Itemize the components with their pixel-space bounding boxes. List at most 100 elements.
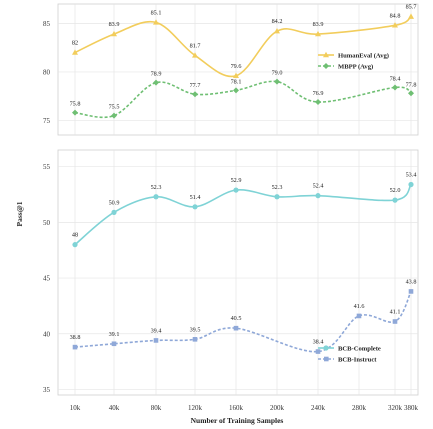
data-point <box>315 349 321 354</box>
x-tick-label: 240k <box>311 404 326 412</box>
data-point <box>111 30 117 37</box>
x-axis-title: Number of Training Samples <box>191 416 284 425</box>
data-label: 52.0 <box>390 187 401 194</box>
data-point <box>233 87 239 94</box>
data-point <box>274 78 280 85</box>
data-label: 48 <box>72 232 78 239</box>
data-label: 78.4 <box>390 75 401 82</box>
data-point <box>111 341 117 347</box>
plot-frame <box>57 3 419 136</box>
data-point <box>392 22 398 28</box>
data-label: 81.7 <box>190 42 201 49</box>
data-label: 75.8 <box>70 101 81 108</box>
data-label: 85.7 <box>406 4 417 11</box>
data-label: 83.9 <box>313 21 324 28</box>
data-label: 41.1 <box>390 309 401 316</box>
y-tick-label: 75 <box>43 117 51 125</box>
data-point <box>192 91 198 98</box>
data-label: 52.9 <box>231 177 242 184</box>
data-label: 52.4 <box>313 183 324 190</box>
x-tick-label: 10k <box>70 404 81 412</box>
data-point <box>153 338 159 343</box>
data-label: 43.8 <box>406 278 417 285</box>
data-point <box>315 193 321 199</box>
data-label: 76.9 <box>313 90 324 97</box>
legend-label: HumanEval (Avg) <box>338 52 389 59</box>
x-tick-label: 280k <box>352 404 367 412</box>
legend-label: MBPP (Avg) <box>338 63 373 70</box>
chart-panel-1: 75 80 85 82 83.9 85.1 81.7 79.6 84.2 83.9 84.8 85.7… <box>43 3 419 136</box>
data-point <box>72 344 78 350</box>
x-tick-label: 200k <box>270 404 285 412</box>
data-point <box>408 13 414 19</box>
data-point <box>408 289 414 294</box>
x-tick-label: 40k <box>109 404 120 412</box>
legend-marker <box>323 345 329 351</box>
legend: BCB-Complete BCB-Instruct <box>318 345 381 363</box>
data-label: 52.3 <box>151 184 162 191</box>
data-point <box>72 49 78 55</box>
legend-marker <box>323 63 329 69</box>
legend-label: BCB-Complete <box>338 345 381 352</box>
data-label: 84.2 <box>272 18 283 25</box>
data-label: 78.9 <box>151 71 162 78</box>
data-label: 39.1 <box>109 331 120 338</box>
data-label: 85.1 <box>151 9 162 16</box>
data-point <box>274 27 280 34</box>
data-point <box>72 109 78 116</box>
data-label: 84.8 <box>390 12 401 19</box>
data-point <box>72 242 78 248</box>
y-tick-label: 50 <box>43 219 51 227</box>
data-point <box>408 90 414 97</box>
data-point <box>192 337 198 342</box>
data-label: 77.7 <box>190 82 201 89</box>
data-label: 50.9 <box>109 199 120 206</box>
data-point <box>315 99 321 106</box>
x-tick-label: 160k <box>229 404 244 412</box>
data-point <box>233 325 239 331</box>
data-label: 41.6 <box>354 303 365 310</box>
legend-label: BCB-Instruct <box>338 356 377 363</box>
x-tick-label: 320k <box>388 404 403 412</box>
data-point <box>233 72 239 79</box>
data-point <box>153 19 159 25</box>
data-point <box>233 187 239 193</box>
series-line-bcb-instruct <box>74 291 412 353</box>
y-tick-label: 40 <box>43 330 51 338</box>
data-label: 77.8 <box>406 81 417 88</box>
y-tick-label: 85 <box>43 20 51 28</box>
data-point <box>356 313 362 319</box>
data-point <box>392 197 398 203</box>
legend-marker <box>324 356 329 362</box>
data-point <box>111 209 117 215</box>
data-label: 83.9 <box>109 21 120 28</box>
data-label: 82 <box>72 40 78 47</box>
data-label: 75.5 <box>109 104 120 111</box>
data-point <box>192 52 198 58</box>
y-tick-label: 80 <box>43 68 51 76</box>
data-label: 38.4 <box>313 339 324 346</box>
chart-panel-2: 35 40 45 50 55 48 50.9 52.3 51.4 52.9 52.3 52.4 52.0… <box>43 149 419 396</box>
data-point <box>408 181 414 188</box>
data-point <box>392 84 398 91</box>
data-label: 51.4 <box>190 194 201 201</box>
data-point <box>153 79 159 86</box>
y-axis-title: Pass@1 <box>15 201 24 226</box>
data-point <box>274 194 280 200</box>
y-tick-label: 55 <box>43 163 51 171</box>
legend: HumanEval (Avg) MBPP (Avg) <box>318 51 389 70</box>
data-point <box>392 319 398 324</box>
data-label: 52.3 <box>272 184 283 191</box>
data-label: 79.0 <box>272 70 283 77</box>
x-tick-label: 380k <box>404 404 419 412</box>
x-tick-label: 80k <box>151 404 162 412</box>
data-label: 38.8 <box>70 334 81 341</box>
x-tick-label: 120k <box>188 404 203 412</box>
data-point <box>192 204 198 210</box>
data-label: 79.6 <box>231 63 242 70</box>
data-label: 53.4 <box>406 172 417 179</box>
data-label: 39.5 <box>190 326 201 333</box>
data-label: 78.1 <box>231 78 242 85</box>
legend-marker <box>323 51 329 58</box>
